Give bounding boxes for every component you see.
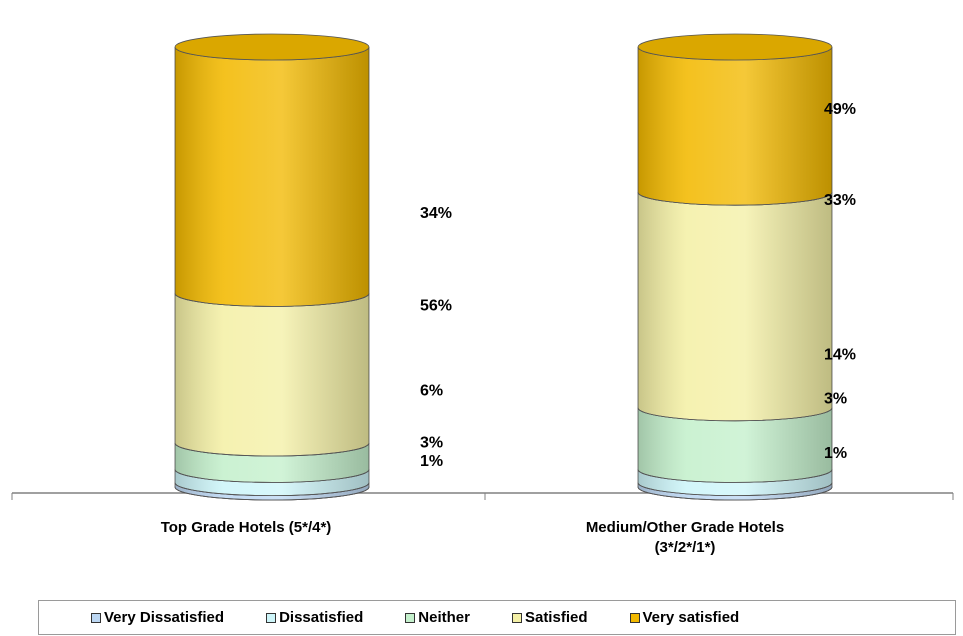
segment-boundary bbox=[637, 407, 833, 422]
legend-label: Neither bbox=[418, 609, 470, 626]
segment-shading bbox=[175, 47, 369, 307]
data-label: 33% bbox=[824, 192, 856, 209]
segment-boundary bbox=[174, 442, 370, 457]
legend-label: Satisfied bbox=[524, 609, 588, 626]
segment-boundary bbox=[174, 482, 370, 496]
segment-shading bbox=[175, 443, 369, 483]
legend-label: Dissatisfied bbox=[279, 609, 364, 626]
legend-item: Very satisfied bbox=[629, 609, 740, 626]
segment-shading bbox=[638, 47, 832, 206]
segment-boundary bbox=[637, 469, 833, 483]
legend-item: Neither bbox=[405, 609, 470, 626]
segment-shading bbox=[638, 407, 832, 483]
category-label: Top Grade Hotels (5*/4*) bbox=[161, 519, 332, 536]
category-label: (3*/2*/1*) bbox=[655, 539, 716, 556]
cylinder-top bbox=[637, 33, 833, 61]
data-label: 49% bbox=[824, 101, 856, 118]
legend-swatch bbox=[629, 612, 640, 623]
segment-boundary bbox=[637, 486, 833, 501]
legend-item: Very Dissatisfied bbox=[91, 609, 224, 626]
category-label: Medium/Other Grade Hotels bbox=[586, 519, 784, 536]
legend-swatch bbox=[511, 612, 522, 623]
segment-shading bbox=[638, 192, 832, 421]
legend-label: Very Dissatisfied bbox=[104, 609, 225, 626]
chart-legend: Very Dissatisfied Dissatisfied Neither Sati… bbox=[38, 600, 956, 635]
cylinder-bar-2 bbox=[637, 33, 833, 501]
data-label: 3% bbox=[420, 435, 443, 452]
segment-shading bbox=[638, 482, 832, 500]
legend-swatch bbox=[405, 612, 416, 623]
legend-swatch bbox=[266, 612, 277, 623]
data-label: 14% bbox=[824, 346, 856, 363]
segment-shading bbox=[175, 293, 369, 456]
segment-boundary bbox=[174, 486, 370, 501]
segment-boundary bbox=[174, 469, 370, 483]
segment-boundary bbox=[637, 482, 833, 496]
segment-boundary bbox=[174, 293, 370, 307]
data-label: 56% bbox=[420, 297, 452, 314]
legend-swatch bbox=[91, 612, 101, 623]
segment-boundary bbox=[637, 192, 833, 206]
legend-item: Satisfied bbox=[511, 609, 588, 626]
data-label: 6% bbox=[420, 382, 443, 399]
data-label: 1% bbox=[824, 445, 847, 462]
cylinder-top bbox=[174, 33, 370, 61]
segment-shading bbox=[175, 482, 369, 500]
cylinder-bar-1 bbox=[174, 33, 370, 501]
legend-item: Dissatisfied bbox=[266, 609, 363, 626]
data-label: 34% bbox=[420, 205, 452, 222]
data-label: 3% bbox=[824, 391, 847, 408]
data-label: 1% bbox=[420, 453, 443, 470]
legend-label: Very satisfied bbox=[642, 609, 740, 626]
